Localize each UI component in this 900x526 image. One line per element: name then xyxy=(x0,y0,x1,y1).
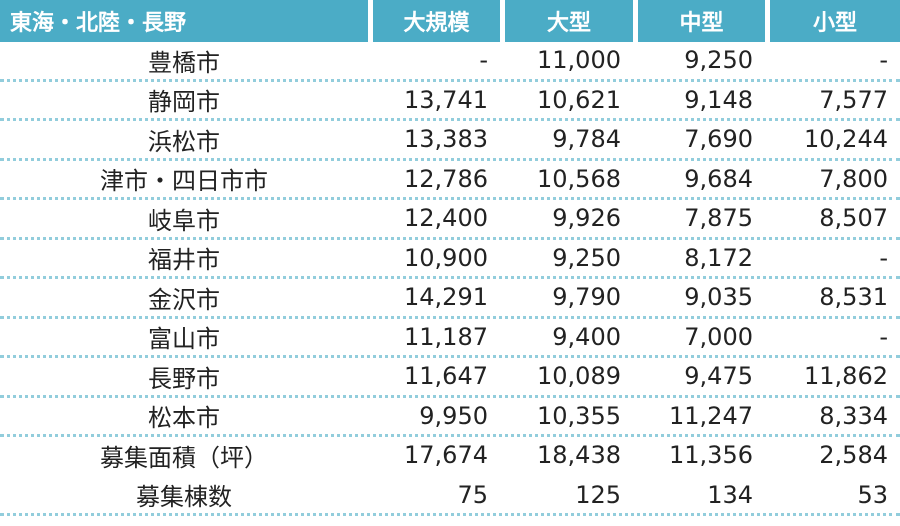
city-row: 静岡市 13,741 10,621 9,148 7,577 xyxy=(0,82,900,121)
city-label-cell: 長野市 xyxy=(148,364,220,393)
value-cell-large: 10,568 xyxy=(537,164,621,193)
city-row: 金沢市 14,291 9,790 9,035 8,531 xyxy=(0,279,900,319)
summary-row: 募集面積（坪） 17,674 18,438 11,356 2,584 xyxy=(0,437,900,477)
value-cell-large: 9,400 xyxy=(552,322,621,351)
value-cell-small: 2,584 xyxy=(819,441,888,470)
summary-label-cell: 募集棟数 xyxy=(136,483,232,512)
value-cell-small: 10,244 xyxy=(804,125,888,154)
city-row: 福井市 10,900 9,250 8,172 - xyxy=(0,240,900,279)
column-header-large: 大型 xyxy=(500,0,633,42)
value-cell-medium: 7,000 xyxy=(684,322,753,351)
value-cell-large-scale: 12,786 xyxy=(404,164,488,193)
value-cell-medium: 11,356 xyxy=(669,441,753,470)
value-cell-medium: 9,250 xyxy=(684,46,753,75)
column-header-medium: 中型 xyxy=(633,0,765,42)
city-row: 岐阜市 12,400 9,926 7,875 8,507 xyxy=(0,200,900,240)
table-header-row: 東海・北陸・長野 大規模 大型 中型 小型 xyxy=(0,0,900,42)
value-cell-medium: 7,690 xyxy=(684,125,753,154)
value-cell-small: 8,507 xyxy=(819,204,888,233)
city-label-cell: 豊橋市 xyxy=(148,48,220,77)
value-cell-small: 11,862 xyxy=(804,362,888,391)
value-cell-large: 18,438 xyxy=(537,441,621,470)
value-cell-small: 53 xyxy=(857,480,888,509)
value-cell-large: 125 xyxy=(575,480,621,509)
city-label-cell: 静岡市 xyxy=(148,88,220,117)
value-cell-medium: 11,247 xyxy=(669,401,753,430)
city-row: 富山市 11,187 9,400 7,000 - xyxy=(0,319,900,358)
value-cell-large-scale: 13,741 xyxy=(404,85,488,114)
value-cell-large-scale: - xyxy=(479,46,488,75)
value-cell-medium: 9,475 xyxy=(684,362,753,391)
table-body: 豊橋市 - 11,000 9,250 - 静岡市 13,741 10,621 9,148 7,57… xyxy=(0,42,900,516)
value-cell-small: 7,800 xyxy=(819,164,888,193)
city-row: 長野市 11,647 10,089 9,475 11,862 xyxy=(0,358,900,398)
value-cell-medium: 9,684 xyxy=(684,164,753,193)
city-row: 豊橋市 - 11,000 9,250 - xyxy=(0,42,900,82)
value-cell-small: 8,334 xyxy=(819,401,888,430)
value-cell-large-scale: 9,950 xyxy=(419,401,488,430)
city-label-cell: 浜松市 xyxy=(148,127,220,156)
city-label-cell: 富山市 xyxy=(148,325,220,354)
value-cell-large-scale: 10,900 xyxy=(404,243,488,272)
value-cell-large-scale: 75 xyxy=(457,480,488,509)
value-cell-small: 8,531 xyxy=(819,283,888,312)
city-label-cell: 金沢市 xyxy=(148,285,220,314)
value-cell-large: 9,790 xyxy=(552,283,621,312)
value-cell-large: 11,000 xyxy=(537,46,621,75)
city-row: 浜松市 13,383 9,784 7,690 10,244 xyxy=(0,121,900,161)
value-cell-large: 9,250 xyxy=(552,243,621,272)
value-cell-medium: 7,875 xyxy=(684,204,753,233)
value-cell-large-scale: 17,674 xyxy=(404,441,488,470)
value-cell-large: 9,926 xyxy=(552,204,621,233)
city-label-cell: 松本市 xyxy=(148,404,220,433)
value-cell-medium: 9,035 xyxy=(684,283,753,312)
city-row: 津市・四日市市 12,786 10,568 9,684 7,800 xyxy=(0,161,900,200)
value-cell-small: 7,577 xyxy=(819,85,888,114)
value-cell-large-scale: 13,383 xyxy=(404,125,488,154)
value-cell-small: - xyxy=(879,46,888,75)
summary-label-cell: 募集面積（坪） xyxy=(100,443,268,472)
value-cell-medium: 134 xyxy=(707,480,753,509)
city-label-cell: 岐阜市 xyxy=(148,206,220,235)
city-row: 松本市 9,950 10,355 11,247 8,334 xyxy=(0,398,900,437)
value-cell-small: - xyxy=(879,243,888,272)
value-cell-large-scale: 12,400 xyxy=(404,204,488,233)
value-cell-medium: 8,172 xyxy=(684,243,753,272)
value-cell-large-scale: 11,647 xyxy=(404,362,488,391)
city-label-cell: 津市・四日市市 xyxy=(100,167,268,196)
value-cell-small: - xyxy=(879,322,888,351)
column-header-large-scale: 大規模 xyxy=(368,0,500,42)
value-cell-large: 10,355 xyxy=(537,401,621,430)
summary-row: 募集棟数 75 125 134 53 xyxy=(0,477,900,516)
city-label-cell: 福井市 xyxy=(148,246,220,275)
value-cell-large: 10,621 xyxy=(537,85,621,114)
value-cell-large-scale: 11,187 xyxy=(404,322,488,351)
value-cell-medium: 9,148 xyxy=(684,85,753,114)
value-cell-large: 10,089 xyxy=(537,362,621,391)
value-cell-large: 9,784 xyxy=(552,125,621,154)
column-header-small: 小型 xyxy=(765,0,900,42)
region-header: 東海・北陸・長野 xyxy=(10,11,187,36)
value-cell-large-scale: 14,291 xyxy=(404,283,488,312)
